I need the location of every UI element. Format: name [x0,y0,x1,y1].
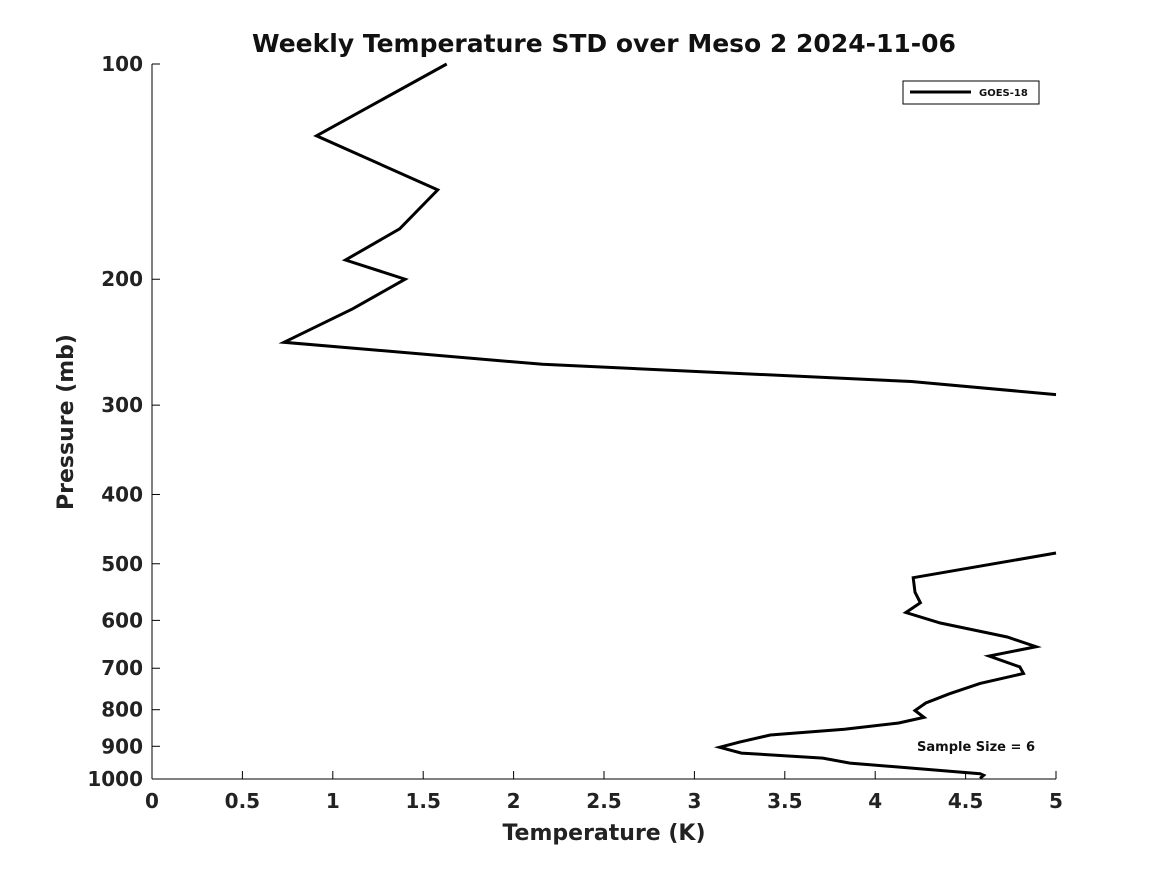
y-tick-label: 700 [101,656,143,680]
y-tick-label: 100 [101,52,143,76]
x-tick-label: 2.5 [586,789,621,813]
x-tick-label: 5 [1049,789,1063,813]
x-tick-label: 1 [326,789,340,813]
y-tick-label: 500 [101,552,143,576]
y-axis-label: Pressure (mb) [54,334,79,510]
chart-title: Weekly Temperature STD over Meso 2 2024-… [252,29,956,58]
x-tick-label: 0 [145,789,159,813]
axes-group: 0 0.5 1 1.5 2 2.5 3 3.5 4 4.5 5 100 200 300 400 500 600 7… [87,52,1063,813]
series-line-goes-18 [713,551,1057,780]
x-tick-label: 0.5 [225,789,260,813]
y-tick-label: 1000 [87,767,143,791]
y-tick-label: 900 [101,734,143,758]
y-tick-label: 300 [101,393,143,417]
y-tick-label: 200 [101,267,143,291]
y-tick-label: 800 [101,698,143,722]
x-axis-label: Temperature (K) [502,821,705,846]
x-tick-label: 4 [868,789,882,813]
x-tick-label: 1.5 [405,789,440,813]
x-tick-label: 4.5 [948,789,983,813]
y-tick-label: 400 [101,482,143,506]
legend: GOES-18 [902,80,1040,105]
sample-size-annotation: Sample Size = 6 [917,740,1035,755]
series-layer [278,62,1057,780]
legend-label-goes-18: GOES-18 [979,88,1028,99]
y-tick-label: 600 [101,608,143,632]
x-tick-label: 3.5 [767,789,802,813]
x-tick-label: 3 [687,789,701,813]
series-line-goes-18 [278,62,1057,397]
x-tick-label: 2 [507,789,521,813]
